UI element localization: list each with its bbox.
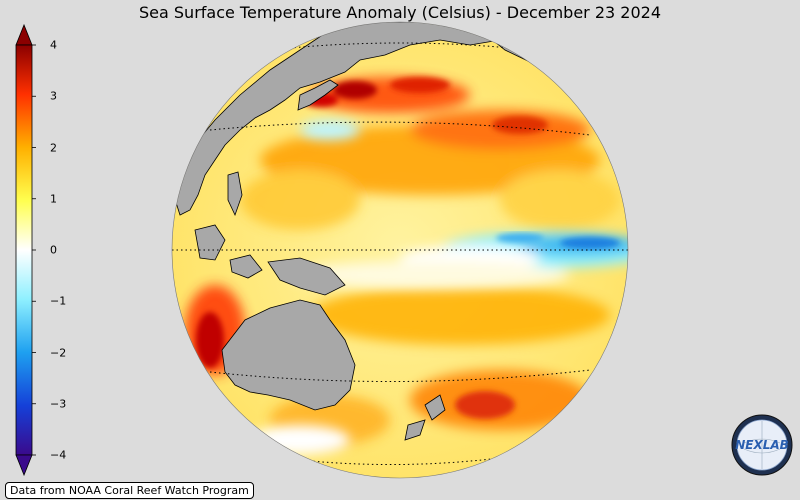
colorbar-gradient (15, 44, 33, 456)
globe (171, 21, 629, 479)
new-guinea (267, 257, 346, 296)
colorbar-tick-label: 1 (50, 192, 57, 206)
australia (221, 299, 356, 411)
logo-text: NEXLAB (735, 438, 789, 452)
graticule (172, 42, 628, 466)
colorbar-tick-label: 2 (50, 141, 57, 154)
sst-anomaly-field (172, 22, 628, 478)
colorbar-max-extend (15, 23, 33, 46)
colorbar-tick-label: −2 (50, 346, 67, 359)
colorbar-tick-label: 0 (50, 243, 57, 257)
colorbar (15, 23, 36, 477)
colorbar-tick-label: −1 (50, 294, 67, 308)
colorbar-tick-label: 4 (50, 38, 57, 52)
colorbar-tick-label: −3 (50, 397, 67, 411)
data-credit: Data from NOAA Coral Reef Watch Program (5, 482, 254, 499)
nexlab-logo[interactable]: NEXLAB (730, 413, 794, 477)
asia-landmass (172, 22, 502, 216)
colorbar-tick-label: 3 (50, 89, 57, 103)
colorbar-tick-label: −4 (50, 448, 67, 462)
globe-outline (171, 21, 629, 479)
colorbar-min-extend (15, 454, 33, 477)
map-title: Sea Surface Temperature Anomaly (Celsius… (139, 3, 661, 22)
